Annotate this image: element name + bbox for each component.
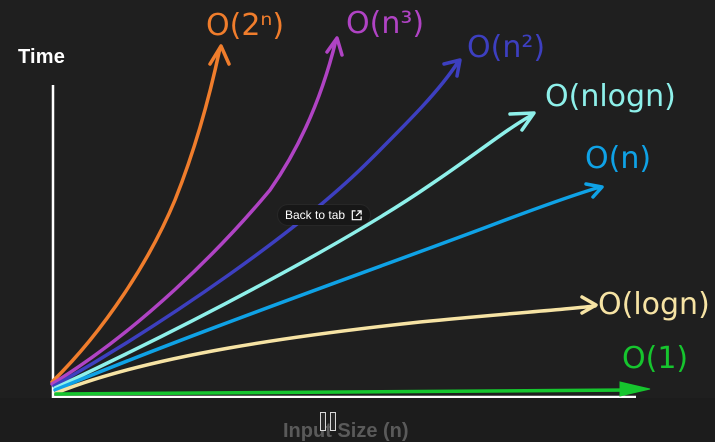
series-line (53, 113, 534, 390)
series-line (54, 304, 597, 395)
series-arrowhead (208, 44, 231, 66)
series-arrowhead (584, 182, 604, 199)
legend-label: O(1) (622, 341, 688, 376)
series-line (50, 38, 338, 386)
pause-icon (320, 412, 326, 431)
series-line (53, 185, 602, 392)
series-line (54, 388, 632, 396)
series-arrowhead (580, 295, 598, 315)
series-line (52, 60, 460, 388)
legend-label: O(n²) (467, 30, 545, 65)
series-arrowhead (508, 111, 536, 132)
back-to-tab-label: Back to tab (285, 208, 346, 222)
player-controls-bar (0, 398, 715, 442)
pause-button[interactable] (318, 410, 340, 434)
legend-label: O(n) (585, 141, 651, 176)
series-line (50, 46, 222, 384)
legend-label: O(nlogn) (545, 79, 676, 114)
y-axis-title: Time (18, 46, 66, 68)
external-link-icon (351, 209, 362, 220)
series-arrowhead (619, 381, 651, 397)
pause-icon (330, 412, 336, 431)
legend-label: O(n³) (346, 6, 424, 41)
legend-label: O(2ⁿ) (206, 8, 284, 43)
back-to-tab-button[interactable]: Back to tab (278, 205, 371, 225)
series-arrowhead (325, 36, 344, 57)
legend-label: O(logn) (598, 287, 710, 322)
series-arrowhead (442, 58, 462, 78)
x-axis-title: Input Size (n) (283, 420, 409, 442)
